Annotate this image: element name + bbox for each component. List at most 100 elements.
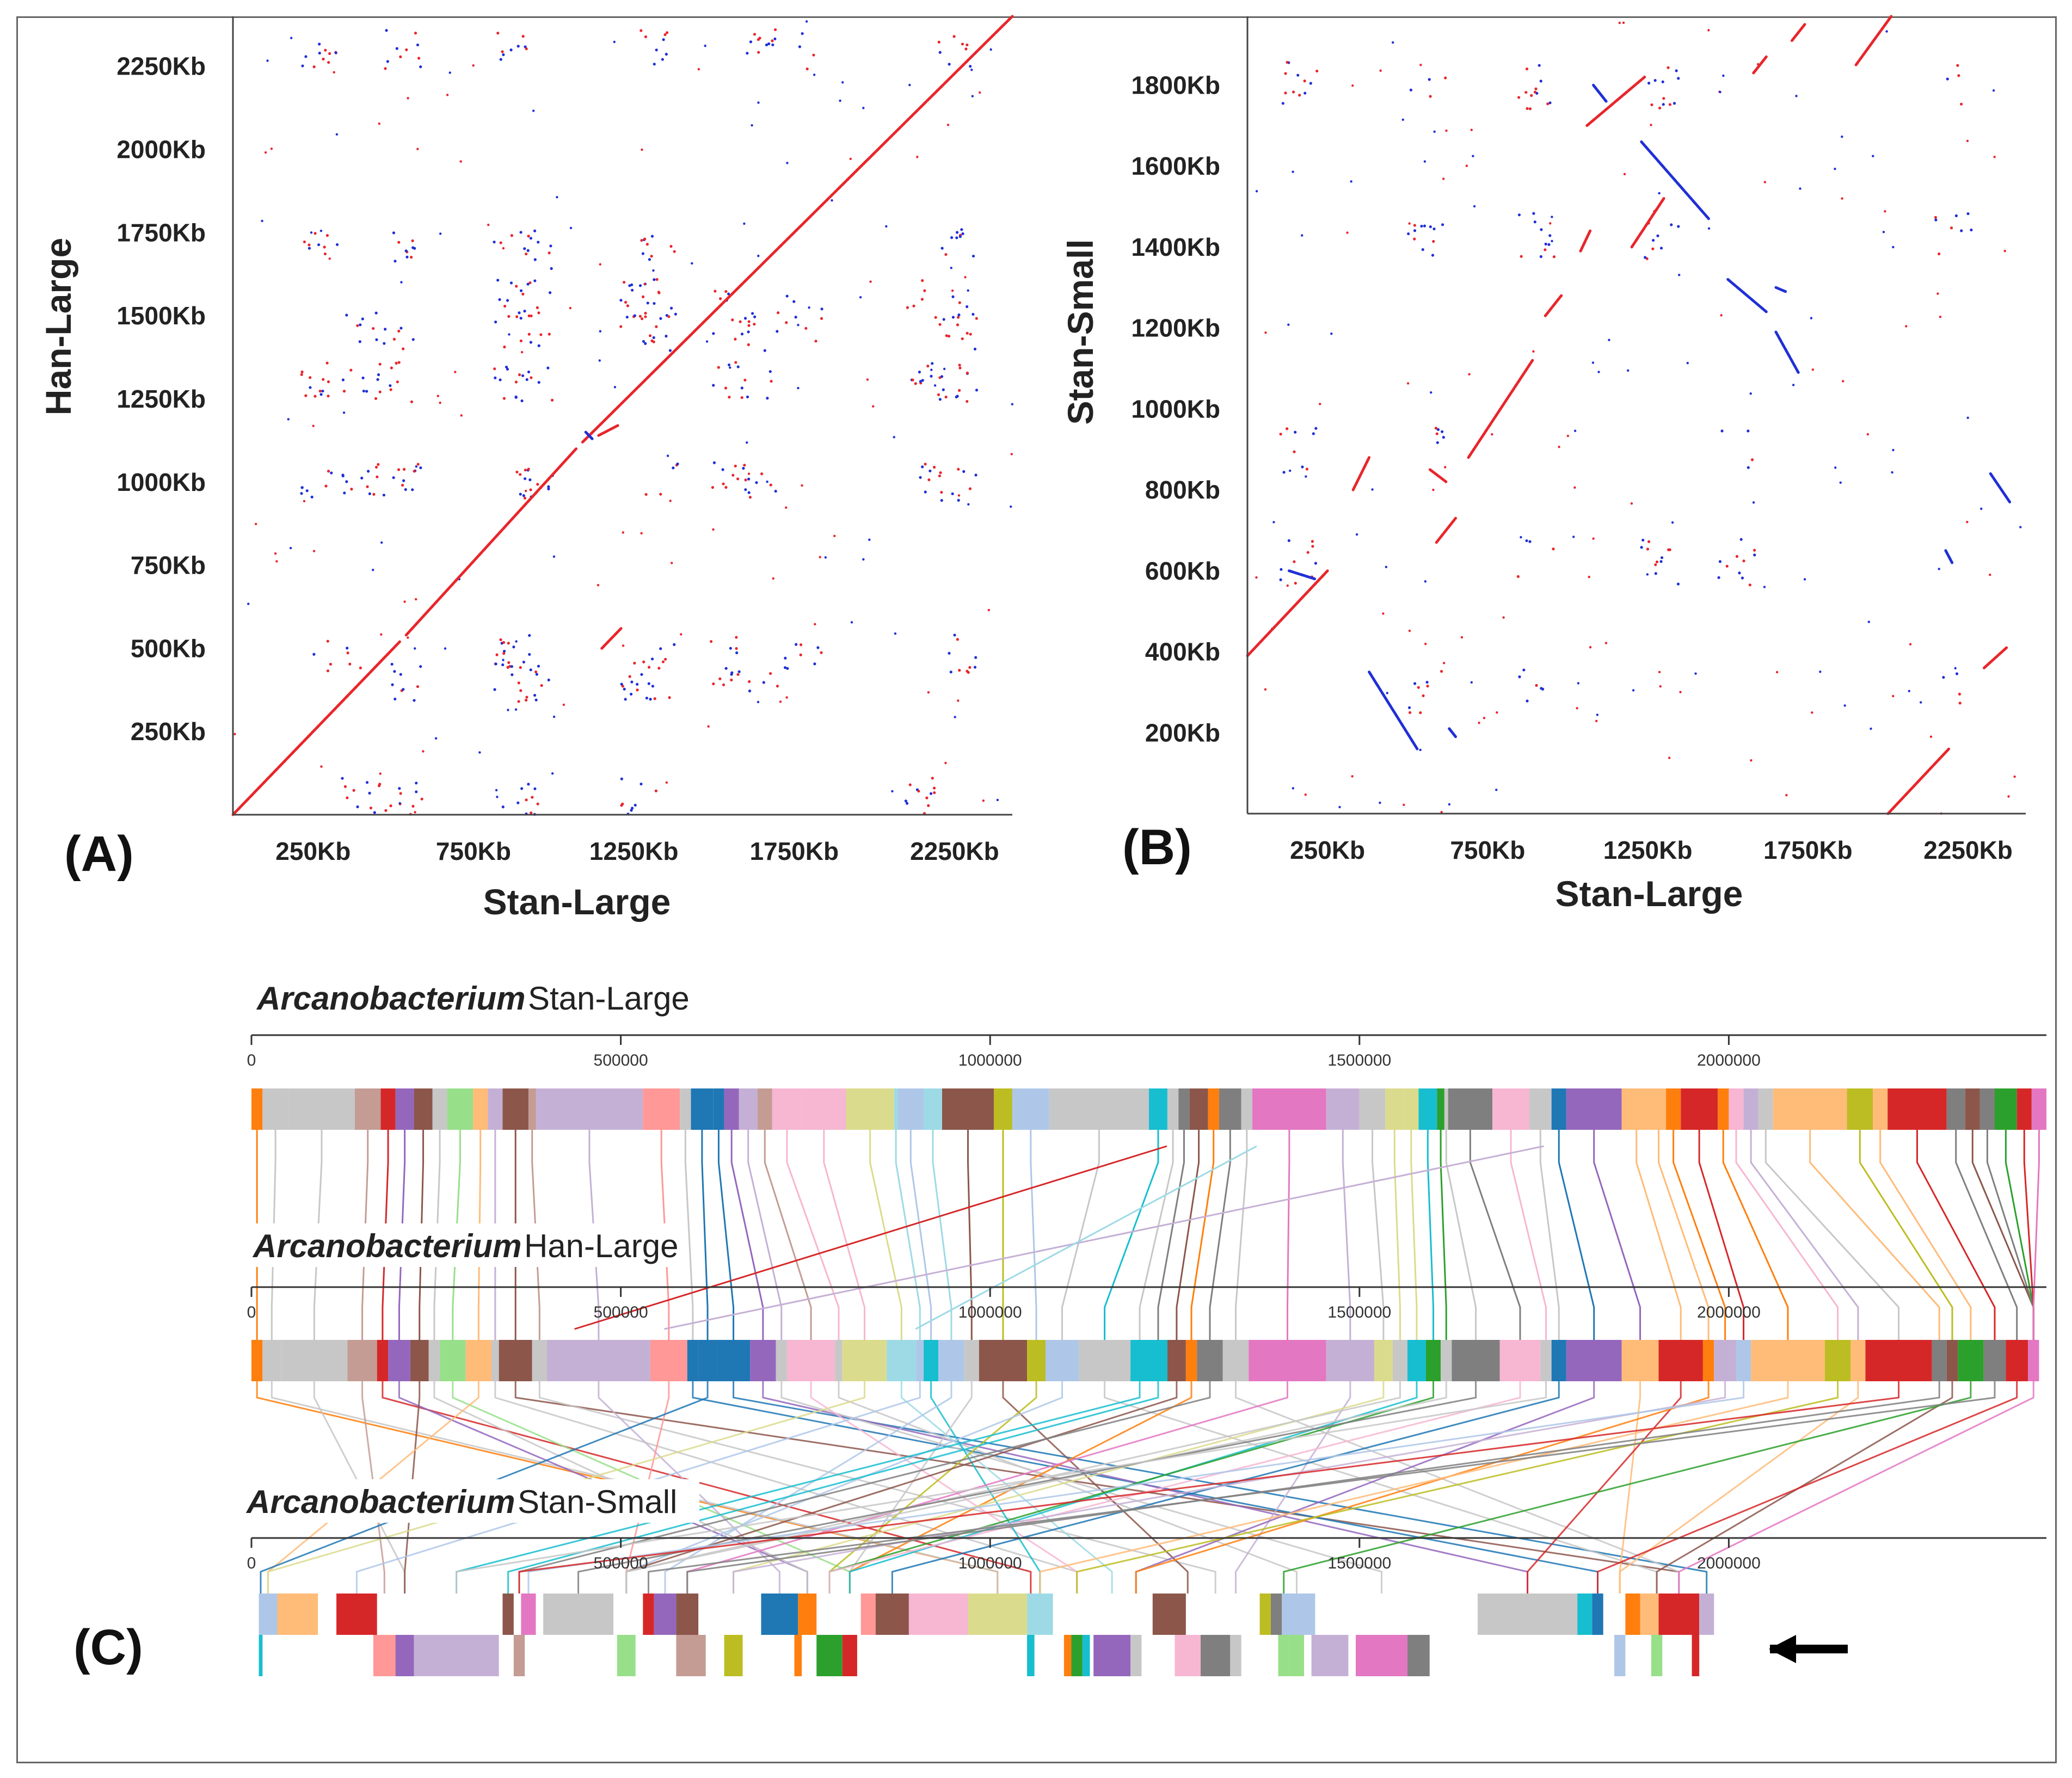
panel-a-scatter-dot: [397, 361, 401, 364]
panel-a-scatter-dot: [399, 673, 402, 676]
panel-a-scatter-dot: [629, 692, 633, 696]
panel-b-alignment-reverse: [1989, 472, 2012, 503]
panel-a-scatter-dot: [514, 380, 518, 384]
panel-a-scatter-dot: [416, 463, 420, 466]
panel-a-scatter-dot: [659, 317, 662, 320]
panel-a-scatter-dot: [502, 53, 505, 57]
panel-a-scatter-dot: [673, 250, 676, 253]
figure-frame: [16, 16, 2057, 1763]
panel-a-scatter-dot: [667, 315, 671, 318]
lcb-connector: [780, 1381, 1383, 1594]
panel-a-scatter-dot: [527, 783, 530, 786]
panel-a-y-tick-label: 2000Kb: [116, 136, 206, 164]
panel-a-scatter-dot: [537, 241, 540, 244]
lcb-connector: [686, 1381, 1940, 1594]
panel-b-scatter-dot: [1448, 803, 1451, 806]
panel-b-scatter-dot: [1795, 95, 1798, 97]
panel-a-scatter-dot: [312, 65, 316, 69]
panel-a-scatter-dot: [385, 29, 388, 32]
panel-a-scatter-dot: [974, 656, 977, 659]
panel-a-scatter-dot: [415, 782, 418, 785]
track-2-title: Arcanobacterium Han-Large: [252, 1228, 678, 1264]
panel-a-scatter-dot: [819, 556, 821, 558]
panel-a-scatter-dot: [841, 81, 844, 84]
panel-a-scatter-dot: [669, 245, 673, 248]
lcb-block-forward: [1152, 1594, 1186, 1635]
panel-a-scatter-dot: [535, 673, 538, 676]
lcb-block: [1566, 1088, 1622, 1130]
panel-b-scatter-dot: [1720, 314, 1723, 317]
panel-b-alignment-reverse: [1288, 569, 1317, 581]
panel-a-scatter-dot: [633, 314, 637, 317]
panel-a-scatter-dot: [396, 380, 399, 384]
panel-b-scatter-dot: [1929, 735, 1933, 738]
lcb-block-reverse: [794, 1635, 802, 1676]
panel-b-scatter-dot: [1406, 382, 1410, 385]
panel-a-scatter-dot: [650, 255, 653, 258]
panel-b-scatter-dot: [1960, 102, 1963, 106]
panel-b-scatter-dot: [1660, 556, 1664, 559]
panel-b-scatter-dot: [1314, 427, 1318, 430]
lcb-connector: [527, 1381, 1745, 1594]
lcb-block: [1540, 1340, 1552, 1381]
panel-b-scatter-dot: [1627, 369, 1630, 372]
lcb-connector: [823, 1130, 865, 1340]
panel-a-alignment-forward: [597, 424, 619, 437]
track-3-ruler-label: 0: [247, 1554, 256, 1572]
panel-b-scatter-dot: [1658, 670, 1661, 674]
panel-b-scatter-dot: [1750, 759, 1753, 762]
panel-a-scatter-dot: [785, 506, 788, 509]
panel-a-scatter-dot: [1011, 403, 1014, 405]
lcb-block: [1824, 1340, 1851, 1381]
panel-a-scatter-dot: [312, 653, 316, 656]
panel-b-y-tick-label: 200Kb: [1145, 718, 1220, 747]
panel-a-scatter-dot: [955, 236, 958, 239]
panel-b-scatter-dot: [1641, 538, 1645, 542]
lcb-block: [1718, 1088, 1729, 1130]
panel-a-scatter-dot: [493, 367, 496, 371]
panel-a-scatter-dot: [622, 280, 626, 284]
panel-a-scatter-dot: [801, 32, 804, 35]
lcb-connector: [1286, 1130, 1290, 1340]
panel-a-scatter-dot: [868, 538, 871, 541]
panel-b-scatter-dot: [1315, 69, 1319, 73]
panel-a-scatter-dot: [527, 314, 531, 317]
panel-a-scatter-dot: [951, 316, 955, 319]
panel-b-scatter-dot: [1622, 21, 1625, 24]
lcb-block-forward: [277, 1594, 318, 1635]
panel-a-scatter-dot: [794, 316, 797, 319]
track-3-ruler-label: 1500000: [1327, 1554, 1391, 1572]
lcb-block: [2006, 1340, 2028, 1381]
lcb-connector: [1764, 1130, 1900, 1340]
lcb-block-forward: [908, 1594, 968, 1635]
panel-a-scatter-dot: [769, 483, 772, 487]
lcb-connector: [967, 1130, 973, 1340]
panel-a-scatter-dot: [547, 678, 550, 682]
panel-a-scatter-dot: [551, 772, 554, 775]
panel-b-scatter-dot: [1311, 545, 1314, 548]
panel-b-alignment-reverse: [1726, 278, 1768, 313]
panel-a-scatter-dot: [494, 321, 497, 324]
panel-a-scatter-dot: [751, 124, 753, 127]
panel-a-scatter-dot: [494, 376, 497, 379]
lcb-block: [1374, 1340, 1393, 1381]
panel-b-scatter-dot: [1304, 91, 1307, 95]
panel-a-scatter-dot: [622, 644, 625, 647]
panel-b-scatter-dot: [1304, 793, 1307, 796]
panel-a-scatter-dot: [308, 247, 311, 250]
panel-a-scatter-dot: [753, 323, 756, 326]
panel-b-scatter-dot: [1532, 350, 1535, 353]
panel-a-scatter-dot: [933, 791, 936, 795]
panel-a-scatter-dot: [411, 338, 415, 341]
panel-a-scatter-dot: [762, 681, 765, 684]
panel-b-scatter-dot: [1407, 232, 1410, 236]
lcb-connector: [1440, 1130, 1447, 1340]
lcb-block: [1185, 1340, 1197, 1381]
panel-b-scatter-dot: [1651, 247, 1655, 250]
lcb-block: [428, 1340, 440, 1381]
panel-a-scatter-dot: [643, 237, 647, 241]
lcb-connector: [1190, 1130, 1215, 1340]
lcb-block: [1326, 1088, 1360, 1130]
lcb-block: [1681, 1088, 1718, 1130]
lcb-block: [691, 1088, 714, 1130]
